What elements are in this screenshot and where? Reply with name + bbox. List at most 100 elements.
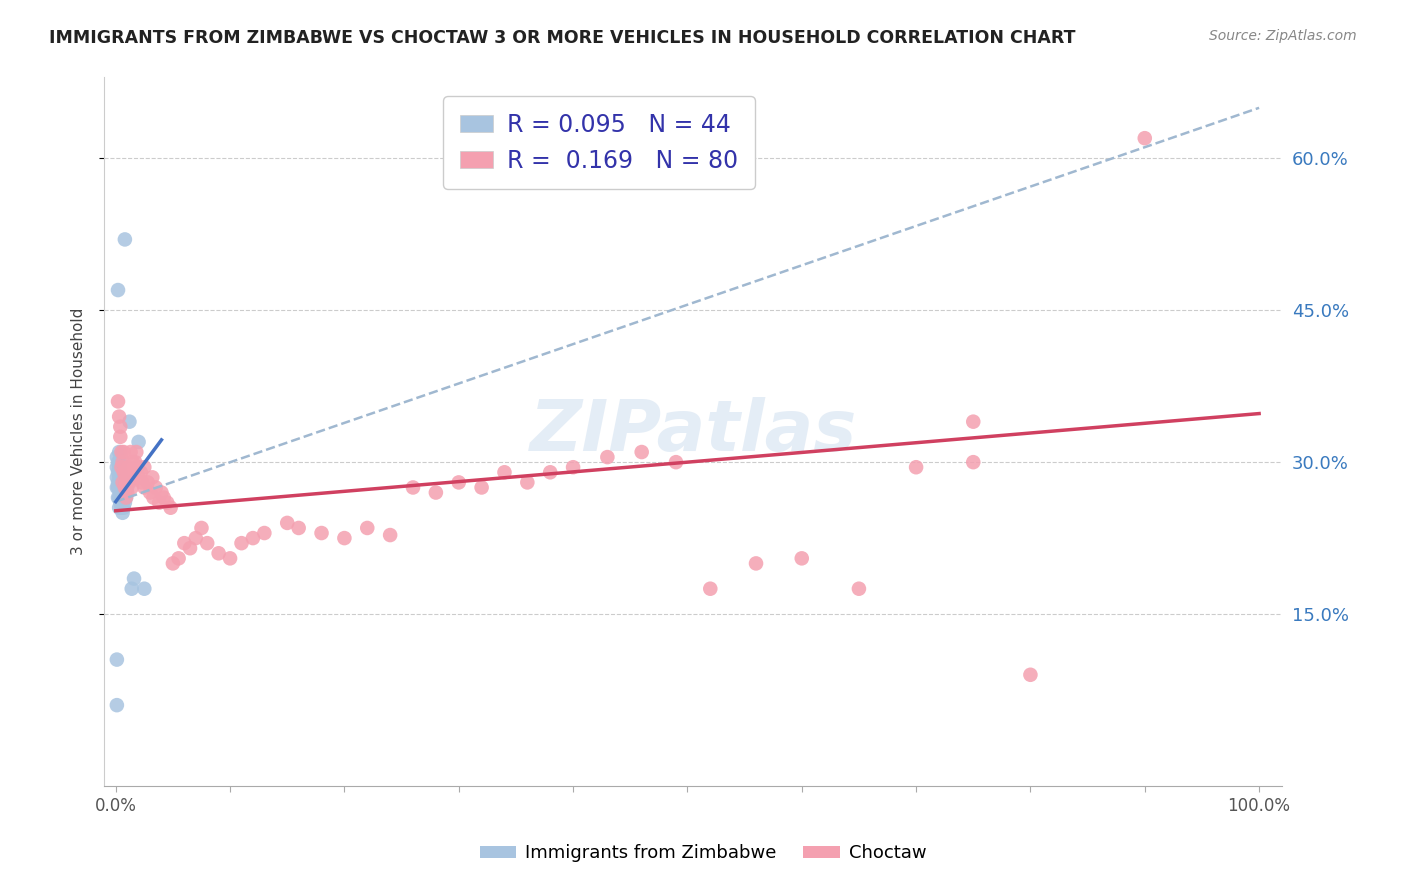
Point (107, 465, 129, 479)
Point (471, 480, 494, 494)
Point (115, 485, 138, 500)
Point (122, 455, 145, 469)
Point (134, 460, 156, 475)
Point (115, 491, 138, 505)
Point (184, 531, 207, 545)
Point (108, 500, 131, 515)
Point (121, 582, 143, 596)
Point (108, 470, 131, 484)
Point (287, 521, 309, 535)
Point (110, 496, 132, 510)
Point (311, 526, 333, 541)
Point (121, 480, 143, 494)
Point (105, 470, 128, 484)
Point (179, 541, 201, 556)
Point (219, 551, 242, 566)
Point (173, 536, 195, 550)
Point (112, 491, 135, 505)
Point (276, 516, 298, 530)
Point (114, 232, 136, 246)
Point (134, 480, 156, 494)
Point (134, 582, 156, 596)
Point (122, 465, 145, 479)
Point (110, 475, 132, 490)
Point (790, 551, 813, 566)
Point (195, 536, 218, 550)
Point (152, 491, 174, 505)
Point (131, 475, 153, 490)
Point (122, 572, 145, 586)
Point (107, 394, 129, 409)
Point (111, 506, 134, 520)
Point (1019, 667, 1042, 681)
Point (105, 652, 128, 666)
Point (114, 485, 136, 500)
Point (114, 480, 136, 494)
Point (107, 475, 129, 490)
Point (699, 582, 721, 596)
Point (150, 485, 173, 500)
Point (110, 419, 132, 434)
Point (110, 455, 132, 469)
Point (122, 470, 145, 484)
Point (107, 480, 129, 494)
Point (110, 480, 132, 494)
Point (905, 460, 928, 475)
Point (105, 450, 128, 464)
Point (162, 557, 184, 571)
Point (108, 480, 131, 494)
Point (127, 460, 149, 475)
Point (402, 480, 425, 494)
Point (110, 491, 132, 505)
Point (115, 470, 138, 484)
Point (107, 491, 129, 505)
Point (190, 521, 212, 535)
Point (142, 491, 165, 505)
Point (111, 485, 134, 500)
Point (108, 445, 131, 459)
Point (120, 445, 142, 459)
Point (115, 491, 138, 505)
Point (110, 500, 132, 515)
Text: ZIPatlas: ZIPatlas (530, 397, 856, 467)
Point (108, 409, 131, 424)
Point (425, 485, 447, 500)
Point (253, 526, 276, 541)
Point (129, 465, 152, 479)
Point (105, 698, 128, 713)
Point (167, 551, 190, 566)
Text: IMMIGRANTS FROM ZIMBABWE VS CHOCTAW 3 OR MORE VEHICLES IN HOUSEHOLD CORRELATION : IMMIGRANTS FROM ZIMBABWE VS CHOCTAW 3 OR… (49, 29, 1076, 46)
Point (124, 455, 146, 469)
Text: Source: ZipAtlas.com: Source: ZipAtlas.com (1209, 29, 1357, 43)
Point (562, 460, 585, 475)
Point (108, 460, 131, 475)
Point (145, 480, 167, 494)
Point (112, 500, 135, 515)
Point (962, 455, 984, 469)
Point (110, 445, 132, 459)
Point (115, 480, 138, 494)
Point (117, 475, 139, 490)
Point (110, 470, 132, 484)
Point (120, 465, 142, 479)
Legend: Immigrants from Zimbabwe, Choctaw: Immigrants from Zimbabwe, Choctaw (472, 838, 934, 870)
Point (111, 475, 134, 490)
Point (110, 465, 132, 479)
Point (242, 531, 264, 545)
Point (111, 496, 134, 510)
Point (117, 460, 139, 475)
Point (630, 445, 652, 459)
Point (112, 465, 135, 479)
Point (115, 475, 138, 490)
Point (105, 460, 128, 475)
Point (108, 491, 131, 505)
Point (107, 455, 129, 469)
Point (107, 283, 129, 297)
Point (118, 415, 141, 429)
Point (156, 496, 179, 510)
Point (596, 450, 619, 464)
Point (118, 475, 141, 490)
Point (111, 475, 134, 490)
Y-axis label: 3 or more Vehicles in Household: 3 or more Vehicles in Household (72, 308, 86, 556)
Point (231, 536, 253, 550)
